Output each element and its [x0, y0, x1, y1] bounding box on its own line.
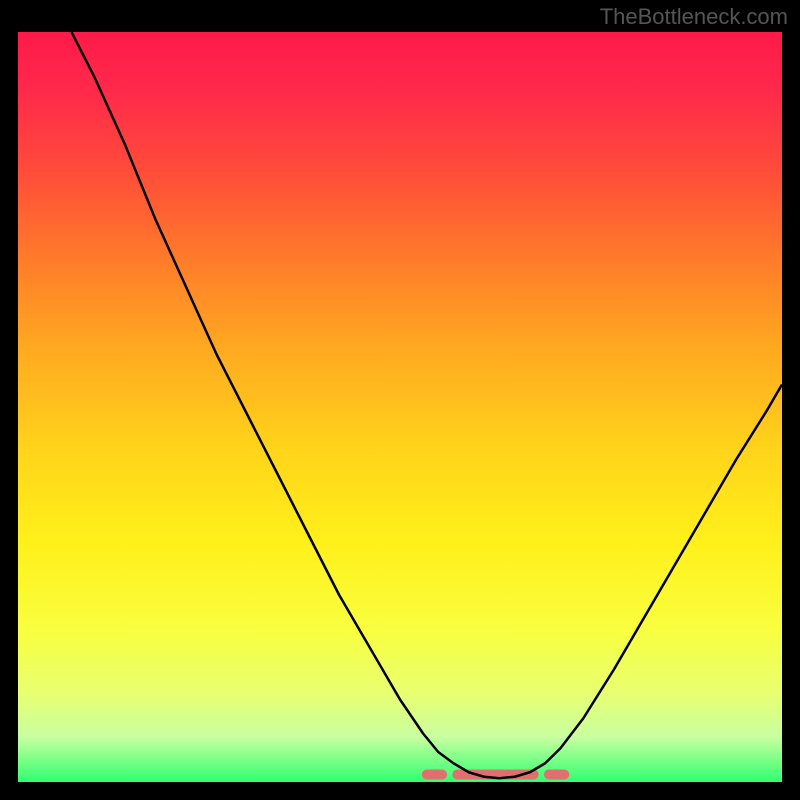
chart-frame: TheBottleneck.com — [0, 0, 800, 800]
chart-svg — [18, 32, 782, 782]
gradient-background — [18, 32, 782, 782]
frame-border-left — [0, 0, 18, 800]
frame-border-bottom — [0, 782, 800, 800]
frame-border-right — [782, 0, 800, 800]
watermark-text: TheBottleneck.com — [600, 4, 788, 30]
plot-area — [18, 32, 782, 782]
